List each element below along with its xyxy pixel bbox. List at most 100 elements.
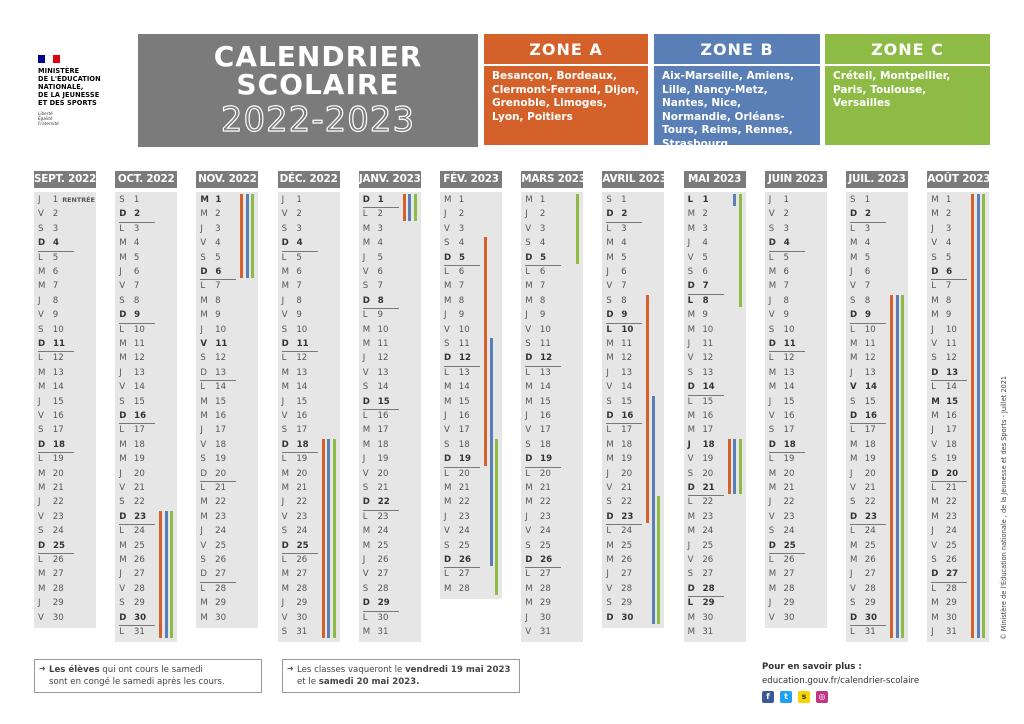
day-cell: M 29 xyxy=(931,598,957,609)
week-separator xyxy=(200,481,237,482)
week-separator xyxy=(768,452,805,454)
day-cell: J 6 xyxy=(850,267,871,277)
day-cell: D 11 xyxy=(38,339,65,349)
week-separator xyxy=(444,265,480,266)
day-cell: V 13 xyxy=(362,367,389,378)
day-cell: V 10 xyxy=(444,324,470,335)
holiday-bar-zone-b xyxy=(733,438,737,495)
day-cell: M 23 xyxy=(687,511,714,522)
day-cell: L 5 xyxy=(768,252,789,263)
week-separator xyxy=(606,322,643,324)
week-separator xyxy=(525,466,562,468)
day-cell: J 29 xyxy=(768,598,795,609)
day-cell: V 11 xyxy=(200,339,228,349)
week-separator xyxy=(850,322,886,324)
day-cell: S 3 xyxy=(768,223,789,234)
day-cell: D 25 xyxy=(768,540,796,551)
day-cell: M 2 xyxy=(931,209,952,220)
day-cell: L 14 xyxy=(931,382,957,393)
week-separator xyxy=(687,394,724,396)
day-cell: D 30 xyxy=(119,612,147,623)
day-cell: J 15 xyxy=(281,396,308,407)
day-cell: M 19 xyxy=(850,454,876,465)
holiday-bar-zone-b xyxy=(245,194,249,279)
holiday-bar-zone-c xyxy=(738,194,742,308)
day-cell: M 7 xyxy=(768,281,789,292)
day-cell: M 19 xyxy=(119,454,145,465)
day-cell: V 4 xyxy=(200,238,221,249)
day-cell: M 23 xyxy=(200,511,227,522)
day-cell: M 18 xyxy=(119,439,145,450)
day-cell: M 11 xyxy=(850,339,876,349)
day-cell: D 12 xyxy=(444,353,471,364)
holiday-bar-zone-b xyxy=(408,194,412,221)
day-cell: M 26 xyxy=(850,555,876,565)
day-cell: L 31 xyxy=(850,627,876,637)
title-line-1: CALENDRIER xyxy=(213,40,423,73)
month-header: NOV. 2022 xyxy=(196,171,259,188)
day-cell: L 12 xyxy=(281,353,308,364)
day-cell: M 14 xyxy=(444,382,470,393)
day-cell: D 8 xyxy=(362,295,384,306)
week-separator xyxy=(444,567,480,569)
title-line-2: SCOLAIRE xyxy=(236,68,400,101)
holiday-bar-zone-c xyxy=(170,510,174,639)
week-separator xyxy=(38,250,74,252)
month-days: M 1 M 2 J 3 V 4 S 5 D 6 L 7 M 8 M 9 J 10 V 11 S 12 D… xyxy=(196,192,259,628)
day-cell: S 12 xyxy=(931,353,957,364)
week-separator xyxy=(444,466,480,468)
note-saturday: ➜ Les élèves qui ont cours le samedi son… xyxy=(34,659,262,693)
day-cell: S 11 xyxy=(444,339,470,349)
month-header: AOÛT 2023 xyxy=(927,171,991,188)
day-cell: M 11 xyxy=(362,339,389,349)
day-cell: M 27 xyxy=(281,569,308,580)
day-cell: S 13 xyxy=(687,367,714,378)
holiday-bar-zone-b xyxy=(164,510,168,639)
day-cell: J 8 xyxy=(768,295,789,306)
day-cell: D 2 xyxy=(119,209,141,220)
week-separator xyxy=(281,351,318,353)
day-cell: V 7 xyxy=(606,281,627,292)
day-cell: M 27 xyxy=(38,569,64,580)
month-header: MARS 2023 xyxy=(521,171,586,188)
day-cell: V 2 xyxy=(281,209,302,220)
day-cell: M 12 xyxy=(119,353,145,364)
day-cell: M 13 xyxy=(768,367,795,378)
day-cell: D 30 xyxy=(850,612,877,623)
day-cell: D 19 xyxy=(444,454,471,465)
day-cell: D 27 xyxy=(200,569,227,580)
holiday-bar-zone-b xyxy=(733,194,737,207)
holiday-bar-zone-c xyxy=(332,438,336,639)
day-cell: M 4 xyxy=(119,238,140,249)
day-cell: M 3 xyxy=(687,223,708,234)
day-cell: D 29 xyxy=(362,598,390,609)
month-days: J 1 V 2 S 3 D 4 L 5 M 6 M 7 J 8 V 9 S 10 D 11 L 12 M… xyxy=(764,192,827,628)
day-cell: L 7 xyxy=(931,281,952,292)
week-separator xyxy=(38,452,74,454)
day-cell: M 5 xyxy=(606,252,627,263)
day-cell: S 18 xyxy=(444,439,470,450)
day-cell: J 10 xyxy=(200,324,227,335)
day-cell: M 2 xyxy=(200,209,221,220)
week-separator xyxy=(931,279,968,281)
facebook-icon[interactable]: f xyxy=(762,691,774,703)
day-cell: M 21 xyxy=(281,483,308,493)
day-cell: J 29 xyxy=(38,598,64,609)
day-cell: D 23 xyxy=(850,511,877,522)
holiday-bar-zone-c xyxy=(576,194,580,264)
day-cell: L 24 xyxy=(119,526,145,537)
day-cell: M 28 xyxy=(768,583,795,594)
week-separator xyxy=(606,524,643,526)
holiday-bar-zone-a xyxy=(971,194,975,639)
day-cell: D 13 xyxy=(931,367,959,378)
day-cell: M 25 xyxy=(119,540,145,551)
day-cell: J 9 xyxy=(525,310,546,321)
instagram-icon[interactable]: ◎ xyxy=(816,691,828,703)
twitter-icon[interactable]: t xyxy=(780,691,792,703)
day-cell: S 8 xyxy=(606,295,627,306)
snapchat-icon[interactable]: s xyxy=(798,691,810,703)
week-separator xyxy=(119,524,156,526)
more-info-url[interactable]: education.gouv.fr/calendrier-scolaire xyxy=(762,676,920,686)
day-cell: M 31 xyxy=(362,627,389,637)
month-days: J 1 RENTRÉE V 2 S 3 D 4 L 5 M 6 M 7 J 8 V 9 S 10 D … xyxy=(34,192,96,628)
